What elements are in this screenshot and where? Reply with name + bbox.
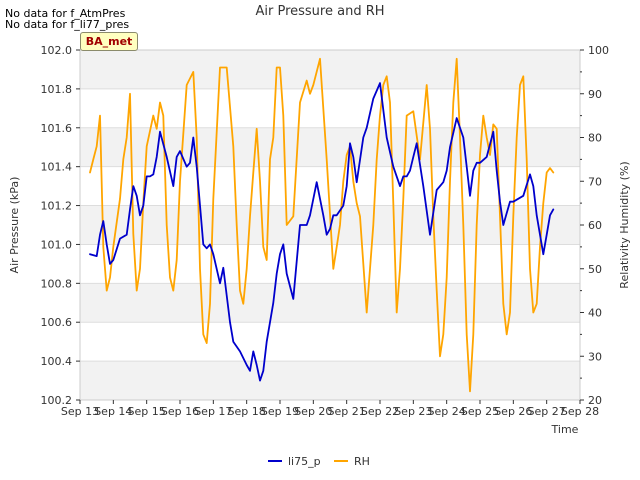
y-right-tick-label: 60 [588,219,602,232]
x-tick-label: Sep 23 [394,405,432,418]
x-tick-label: Sep 18 [228,405,266,418]
x-tick-label: Sep 28 [561,405,599,418]
x-tick-label: Sep 19 [261,405,299,418]
series-line-li75-p [89,82,555,382]
x-tick-label: Sep 15 [128,405,166,418]
x-tick-label: Sep 13 [61,405,99,418]
series-line-rh [89,57,555,393]
y-left-tick-label: 100.2 [41,394,73,407]
legend: li75_p RH [268,455,370,468]
y-left-axis-label: Air Pressure (kPa) [8,177,21,274]
y-right-tick-label: 30 [588,350,602,363]
y-right-tick-label: 50 [588,263,602,276]
legend-label-li75-p: li75_p [288,455,321,468]
y-left-tick-label: 100.4 [41,355,73,368]
chart-title: Air Pressure and RH [255,4,384,19]
x-tick-label: Sep 16 [161,405,199,418]
y-right-ticks: 20 30 40 50 60 70 80 90 100 [580,44,609,407]
x-tick-label: Sep 27 [528,405,566,418]
y-right-tick-label: 90 [588,88,602,101]
notice-atmpres: No data for f_AtmPres [5,7,126,20]
y-right-axis-label: Relativity Humidity (%) [618,161,631,288]
y-right-tick-label: 80 [588,132,602,145]
series-layer [89,57,555,393]
x-tick-label: Sep 17 [194,405,232,418]
y-right-tick-label: 40 [588,307,602,320]
x-tick-label: Sep 25 [461,405,499,418]
x-tick-label: Sep 21 [328,405,366,418]
notice-li77-pres: No data for f_li77_pres [5,18,130,31]
x-axis-label: Time [551,423,579,436]
x-tick-label: Sep 20 [294,405,332,418]
x-tick-label: Sep 24 [428,405,466,418]
y-left-tick-label: 100.8 [41,277,73,290]
ba-met-badge: BA_met [80,32,138,51]
grid-band [80,127,580,167]
y-right-tick-label: 20 [588,394,602,407]
x-tick-label: Sep 22 [361,405,399,418]
x-tick-label: Sep 14 [94,405,132,418]
x-tick-label: Sep 26 [494,405,532,418]
grid-band [80,283,580,323]
y-left-ticks: 100.2 100.4 100.6 100.8 101.0 101.2 101.4 101.6… [41,44,80,407]
y-left-tick-label: 101.8 [41,83,73,96]
y-left-tick-label: 101.0 [41,238,73,251]
y-left-tick-label: 101.2 [41,200,73,213]
y-right-tick-label: 70 [588,175,602,188]
y-left-tick-label: 101.4 [41,161,73,174]
y-left-tick-label: 100.6 [41,316,73,329]
y-right-tick-label: 100 [588,44,609,57]
legend-label-rh: RH [354,455,370,468]
grid-band [80,50,580,89]
grid-band [80,361,580,400]
y-left-tick-label: 101.6 [41,122,73,135]
y-left-tick-label: 102.0 [41,44,73,57]
